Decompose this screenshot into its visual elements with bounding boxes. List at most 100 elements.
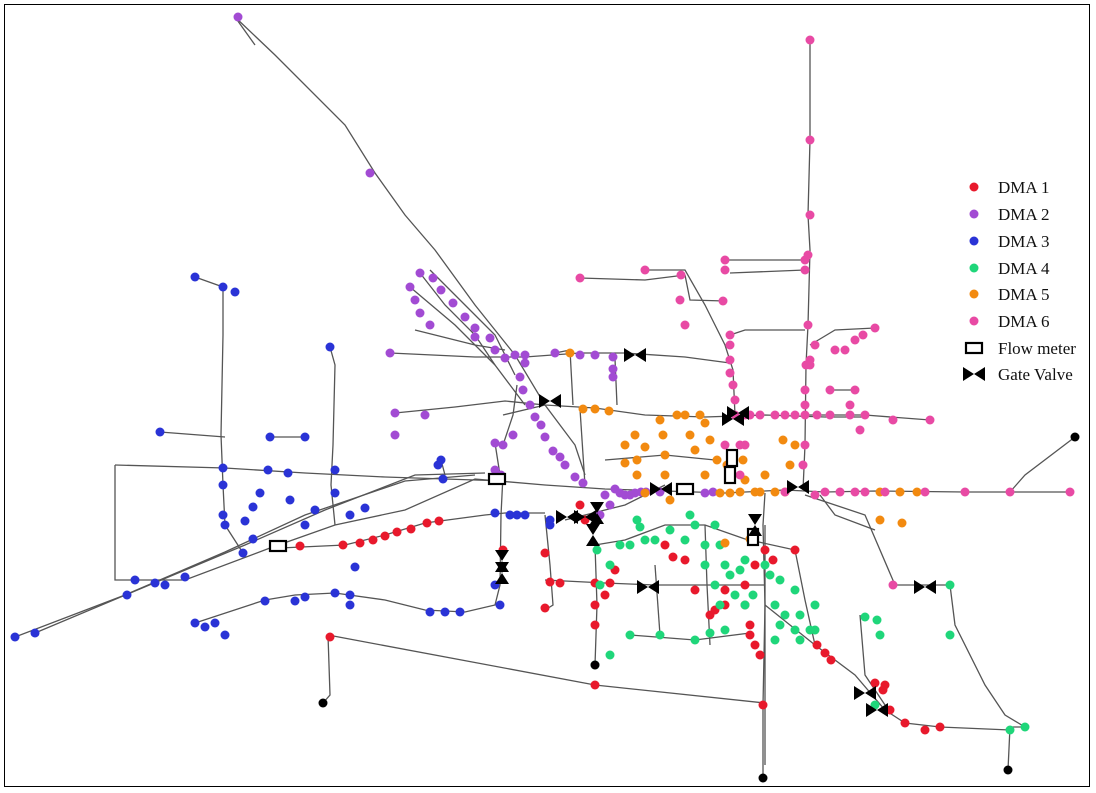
node-dma-1 (545, 577, 555, 587)
node-dma-2 (428, 273, 438, 283)
pipe-segment (579, 274, 686, 281)
pipe-segment (729, 329, 805, 336)
node-dma-1 (758, 700, 768, 710)
pipe-segment (114, 464, 506, 482)
node-dma-4 (872, 615, 882, 625)
node-dma-5 (660, 450, 670, 460)
node-dma-1 (920, 725, 930, 735)
node-dma-4 (760, 560, 770, 570)
node-dma-2 (555, 452, 565, 462)
node-dma-2 (415, 268, 425, 278)
node-dma-3 (310, 505, 320, 515)
node-dma-5 (695, 410, 705, 420)
node-dma-6 (718, 296, 728, 306)
legend-label-dma-2: DMA 2 (998, 205, 1049, 224)
pipe-segment (322, 634, 331, 704)
node-dma-2 (605, 500, 615, 510)
node-dma-4 (875, 630, 885, 640)
node-dma-2 (233, 12, 243, 22)
node-dma-3 (263, 465, 273, 475)
node-dma-2 (550, 348, 560, 358)
node-dma-3 (440, 607, 450, 617)
node-dma-6 (845, 410, 855, 420)
node-dma-2 (436, 285, 446, 295)
node-dma-3 (345, 600, 355, 610)
node-dma-4 (605, 650, 615, 660)
flow-meter-icon (723, 465, 737, 485)
node-dma-1 (600, 590, 610, 600)
node-dma-4 (945, 580, 955, 590)
node-dma-2 (540, 432, 550, 442)
node-dma-1 (745, 620, 755, 630)
pipe-segment (34, 472, 486, 634)
pipe-segment (389, 352, 731, 364)
gate-valve-icon (586, 524, 600, 546)
node-dma-5 (778, 435, 788, 445)
pipe-segment (579, 408, 586, 486)
node-dma-4 (1020, 722, 1030, 732)
node-dma-6 (845, 400, 855, 410)
node-dma-1 (380, 531, 390, 541)
node-dma-4 (805, 625, 815, 635)
node-dma-2 (570, 472, 580, 482)
node-dma-2 (460, 312, 470, 322)
node-dma-1 (422, 518, 432, 528)
legend-dot-dma-6 (969, 316, 979, 326)
node-dma-6 (850, 335, 860, 345)
node-dma-6 (725, 340, 735, 350)
node-dma-3 (248, 502, 258, 512)
node-dma-4 (592, 545, 602, 555)
node-dma-2 (525, 400, 535, 410)
legend-item-dma-1: DMA 1 (969, 178, 1049, 197)
node-dma-3 (490, 508, 500, 518)
node-dma-2 (365, 168, 375, 178)
node-dma-6 (790, 410, 800, 420)
node-dma-6 (640, 265, 650, 275)
node-dma-1 (768, 555, 778, 565)
node-dma-3 (360, 503, 370, 513)
node-dma-6 (805, 35, 815, 45)
node-dma-6 (725, 355, 735, 365)
node-dma-6 (810, 340, 820, 350)
node-dma-5 (912, 487, 922, 497)
gate-valve-icon (727, 406, 749, 420)
node-dma-4 (680, 535, 690, 545)
node-dma-3 (438, 474, 448, 484)
node-dma-4 (725, 570, 735, 580)
node-dma-4 (748, 590, 758, 600)
node-dma-4 (595, 580, 605, 590)
node-dma-2 (600, 490, 610, 500)
node-dma-6 (960, 487, 970, 497)
pipe-segment (802, 40, 811, 491)
pipe-segment (194, 474, 504, 624)
legend-dot-dma-1 (969, 182, 979, 192)
node-dma-6 (800, 265, 810, 275)
node-dma-3 (495, 600, 505, 610)
node-dma-6 (800, 410, 810, 420)
gate-valve-icon (556, 510, 578, 524)
node-dma-6 (725, 330, 735, 340)
node-dma-3 (512, 510, 522, 520)
node-dma-5 (875, 515, 885, 525)
node-dma-2 (518, 385, 528, 395)
node-dma-6 (800, 400, 810, 410)
node-dma-5 (604, 406, 614, 416)
node-dma-6 (676, 270, 686, 280)
node-dma-2 (536, 420, 546, 430)
node-dma-1 (790, 545, 800, 555)
node-dma-6 (770, 410, 780, 420)
pipe-segment (645, 269, 736, 416)
node-dma-5 (712, 455, 722, 465)
node-dma-5 (672, 410, 682, 420)
pipe-segment (409, 286, 496, 366)
node-dma-6 (820, 487, 830, 497)
reservoir-node (590, 660, 600, 670)
node-dma-6 (800, 255, 810, 265)
pipe-segment (329, 346, 336, 526)
node-dma-6 (870, 323, 880, 333)
legend-item-dma-6: DMA 6 (969, 312, 1049, 331)
node-dma-4 (715, 600, 725, 610)
node-dma-1 (870, 678, 880, 688)
node-dma-1 (820, 648, 830, 658)
node-dma-5 (760, 470, 770, 480)
